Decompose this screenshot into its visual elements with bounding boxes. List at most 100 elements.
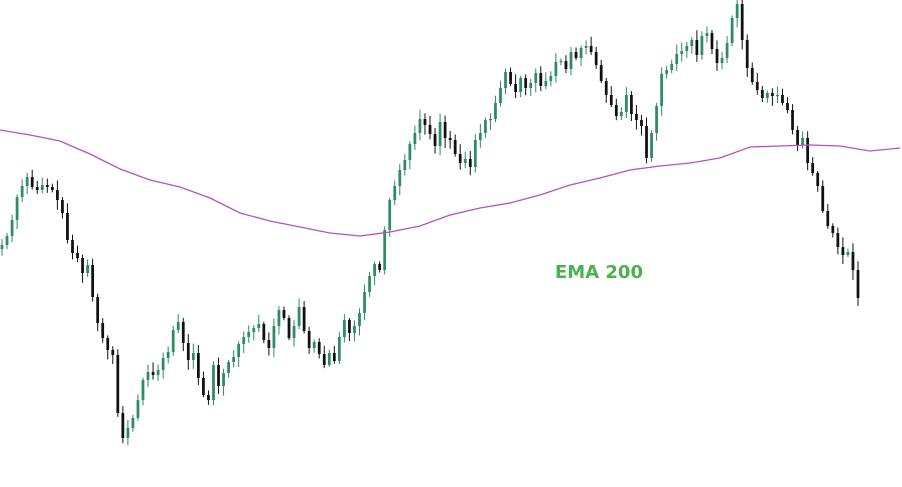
candle-body (680, 51, 684, 54)
candle-body (438, 122, 442, 146)
candle-body (796, 130, 799, 145)
candle-body (619, 112, 623, 116)
candle-body (0, 245, 4, 249)
candle-body (564, 61, 568, 69)
candle-body (207, 395, 210, 400)
candle-body (151, 372, 155, 375)
candle-body (624, 95, 628, 112)
candle-body (106, 338, 110, 350)
candle-body (569, 52, 573, 69)
candle-body (398, 170, 402, 186)
candle-body (413, 133, 417, 144)
candle-body (640, 120, 643, 126)
candle-body (791, 110, 794, 130)
candle-body (388, 200, 392, 230)
candle-body (448, 138, 452, 140)
candle-body (61, 200, 64, 213)
candle-body (720, 58, 724, 63)
candle-body (35, 187, 39, 190)
candle-body (856, 270, 860, 298)
candle-body (327, 353, 331, 365)
candle-body (237, 344, 241, 357)
candle-body (650, 133, 653, 158)
candle-body (317, 342, 321, 354)
candle-body (423, 119, 427, 125)
candle-body (494, 103, 497, 119)
candle-body (851, 252, 855, 270)
candle-body (584, 46, 588, 48)
candle-body (725, 43, 729, 58)
candle-body (337, 337, 341, 361)
candle-body (846, 252, 850, 255)
candle-body (478, 133, 482, 140)
candle-body (343, 320, 346, 337)
candle-body (131, 418, 135, 428)
candle-body (443, 122, 447, 138)
candle-body (489, 119, 492, 121)
candle-body (121, 413, 125, 438)
candle-body (66, 213, 69, 240)
candle-body (831, 226, 835, 233)
candle-body (186, 343, 190, 360)
candle-body (614, 105, 618, 116)
candle-body (574, 52, 578, 58)
candle-body (559, 61, 563, 63)
candle-body (660, 74, 664, 106)
candle-body (196, 353, 200, 378)
candle-body (332, 353, 336, 361)
candle-body (750, 68, 754, 82)
candle-body (86, 265, 89, 273)
candle-body (101, 323, 105, 338)
candle-body (393, 186, 397, 200)
candle-body (257, 324, 261, 328)
candle-body (348, 320, 351, 333)
candle-body (589, 46, 593, 52)
candle-body (700, 36, 704, 55)
candle-body (156, 370, 160, 375)
candle-body (171, 330, 175, 352)
candle-body (81, 258, 84, 273)
candle-body (262, 324, 266, 340)
candle-body (30, 177, 34, 187)
candle-body (10, 220, 14, 236)
candle-body (25, 177, 29, 186)
candle-body (821, 186, 825, 211)
candle-body (15, 197, 19, 220)
candle-body (232, 357, 236, 362)
candle-body (811, 163, 815, 173)
candle-body (252, 328, 256, 332)
candle-body (826, 211, 830, 226)
candle-body (312, 342, 316, 348)
candle-body (705, 33, 709, 36)
ema-200-label: EMA 200 (555, 262, 643, 283)
candle-body (760, 90, 764, 98)
candle-body (91, 265, 95, 297)
candle-body (136, 400, 140, 418)
candle-body (473, 140, 477, 167)
candle-body (670, 64, 674, 70)
candles-layer (0, 0, 860, 446)
candle-body (40, 185, 44, 190)
candle-body (675, 54, 679, 64)
candle-body (358, 313, 361, 326)
candle-body (519, 78, 523, 92)
candle-body (433, 134, 437, 146)
candle-body (695, 40, 699, 55)
candle-body (111, 350, 115, 355)
candle-body (242, 337, 246, 344)
candle-body (579, 48, 583, 58)
candle-body (96, 297, 100, 323)
candle-body (514, 84, 517, 92)
candle-body (247, 332, 251, 337)
candle-body (222, 373, 225, 386)
candle-body (146, 372, 150, 380)
candle-body (418, 119, 422, 133)
candle-body (126, 428, 130, 438)
candle-body (806, 138, 810, 163)
candle-body (453, 140, 457, 154)
candle-body (740, 4, 744, 40)
candle-body (781, 95, 784, 103)
candle-body (191, 353, 195, 360)
candle-body (604, 81, 608, 95)
